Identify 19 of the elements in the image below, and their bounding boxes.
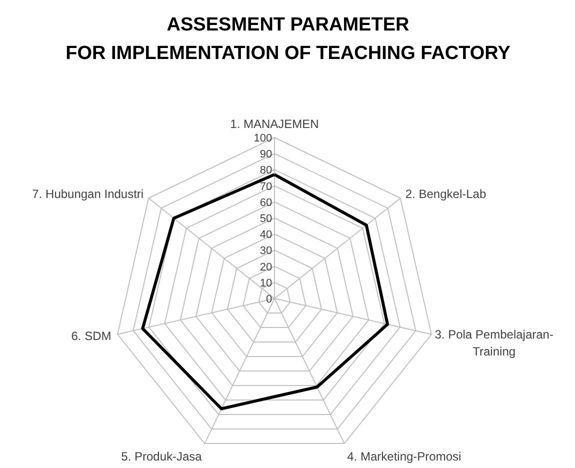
y-tick-label: 70 [260, 180, 272, 193]
y-tick-label: 90 [260, 148, 272, 161]
spoke-label: 6. SDM [71, 328, 112, 343]
spoke-label: 2. Bengkel-Lab [405, 187, 486, 202]
spoke-label: 7. Hubungan Industri [32, 187, 144, 202]
spoke-label: 4. Marketing-Promosi [347, 449, 462, 464]
y-tick-label: 40 [260, 229, 272, 242]
spoke-label: 1. MANAJEMEN [230, 117, 319, 132]
y-tick-label: 100 [254, 132, 272, 144]
spoke-label: 5. Produk-Jasa [121, 449, 202, 464]
spoke-label: 3. Pola Pembelajaran- Training [434, 328, 554, 359]
y-tick-label: 50 [260, 213, 272, 225]
y-tick-label: 20 [260, 261, 272, 274]
y-tick-label: 0 [266, 294, 272, 306]
y-tick-label: 10 [260, 277, 272, 290]
y-tick-label: 80 [260, 164, 272, 177]
chart-title: ASSESMENT PARAMETER FOR IMPLEMENTATION OF TEACHING FACTORY [66, 14, 511, 64]
y-tick-label: 30 [260, 245, 272, 258]
y-tick-label: 60 [260, 196, 272, 209]
